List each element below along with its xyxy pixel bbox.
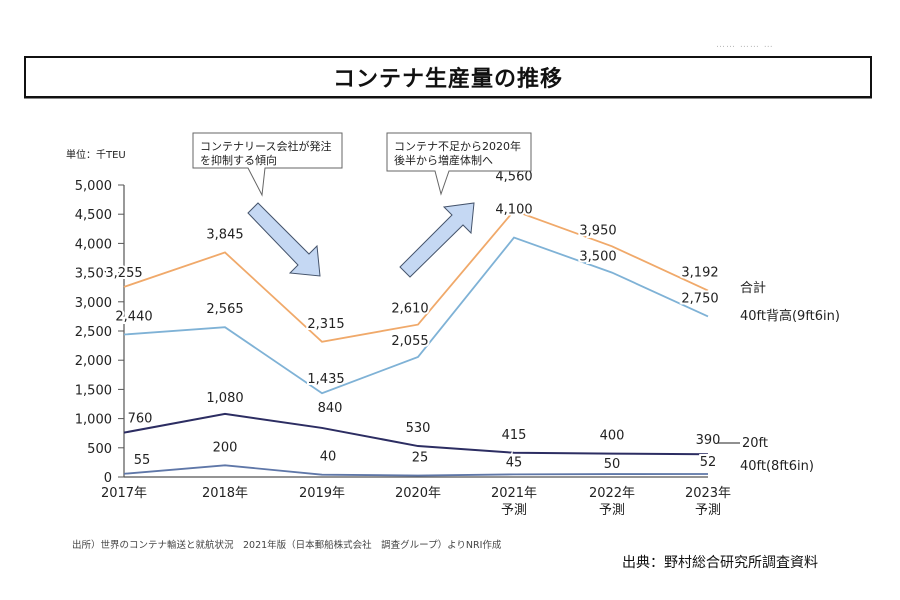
data-label: 55 [134,453,151,468]
y-tick-label: 4,000 [75,237,112,252]
y-tick-label: 1,000 [75,413,112,428]
data-label: 2,315 [307,317,344,332]
data-label: 415 [502,428,527,443]
series-lines [123,209,709,477]
data-label: 200 [213,440,238,455]
x-tick-label: 予測 [695,503,721,518]
x-tick-label: 2020年 [395,486,441,501]
series-line-1 [123,236,709,395]
chart-title: コンテナ生産量の推移 [332,67,563,92]
y-tick-label: 3,000 [75,296,112,311]
data-label: 2,750 [681,291,718,306]
unit-label: 単位：千TEU [66,148,126,161]
data-label: 40 [320,450,337,465]
legend: 合計 40ft背高(9ft6in) 20ft 40ft(8ft6in) [718,280,840,474]
x-tick-label: 2023年 [685,486,731,501]
data-label: 3,255 [105,266,142,281]
data-label: 3,950 [579,223,616,238]
data-label: 1,435 [307,372,344,387]
series-line-0 [123,209,709,343]
arrow-down-right-icon [247,202,321,277]
axes: 単位：千TEU 0 500 1,000 1,500 2,000 2,500 3,000 3,50… [66,148,731,518]
x-tick-label: 2022年 [589,486,635,501]
data-label: 45 [506,455,523,470]
data-label: 2,565 [206,302,243,317]
x-tick-label: 予測 [599,503,625,518]
data-label: 760 [128,412,153,427]
data-label: 400 [600,429,625,444]
data-label: 2,055 [391,334,428,349]
data-label: 840 [318,401,343,416]
data-label: 4,560 [495,170,532,185]
x-tick-label: 2018年 [202,486,248,501]
legend-label: 合計 [740,280,766,296]
series-line-2 [123,412,709,456]
source-credit: 出典：野村総合研究所調査資料 [622,555,818,571]
x-tick-label: 2021年 [491,486,537,501]
data-label: 50 [604,457,621,472]
y-tick-label: 500 [87,442,112,457]
data-label: 2,610 [391,302,428,317]
legend-label: 20ft [742,436,768,451]
y-tick-label: 5,000 [75,179,112,194]
data-label: 25 [412,451,429,466]
callout-text: コンテナリース会社が発注 [200,139,331,153]
data-label: 3,500 [579,250,616,265]
faint-header-text: …… …… … [716,40,774,50]
x-tick-label: 予測 [501,503,527,518]
x-tick-label: 2019年 [299,486,345,501]
data-label: 390 [696,433,721,448]
y-tick-label: 2,000 [75,354,112,369]
data-label: 3,192 [681,266,718,281]
data-label: 1,080 [206,391,243,406]
title-box: コンテナ生産量の推移 [24,56,872,98]
legend-label: 40ft(8ft6in) [740,459,814,474]
x-tick-label: 2017年 [101,486,147,501]
data-label: 530 [406,421,431,436]
data-label: 4,100 [495,203,532,218]
callout-box [192,132,343,197]
callout-box [386,132,532,196]
callout-text: コンテナ不足から2020年 [394,139,521,153]
y-tick-label: 0 [104,471,112,486]
y-tick-label: 2,500 [75,325,112,340]
data-label: 3,845 [206,227,243,242]
callout-text: 後半から増産体制へ [394,153,493,167]
y-tick-label: 1,500 [75,383,112,398]
legend-label: 40ft背高(9ft6in) [740,308,840,324]
series-line-3 [123,464,709,477]
data-label: 2,440 [115,310,152,325]
point-labels: 3,255 3,845 2,315 2,610 4,560 3,950 3,192 2,440… [103,168,722,474]
data-label: 52 [700,455,717,470]
source-note: 出所）世界のコンテナ輸送と就航状況 2021年版（日本郵船株式会社 調査グループ… [72,540,502,551]
y-tick-label: 4,500 [75,208,112,223]
y-tick-label: 3,500 [75,267,112,282]
callout-text: を抑制する傾向 [200,153,277,167]
arrow-up-right-icon [399,202,475,278]
